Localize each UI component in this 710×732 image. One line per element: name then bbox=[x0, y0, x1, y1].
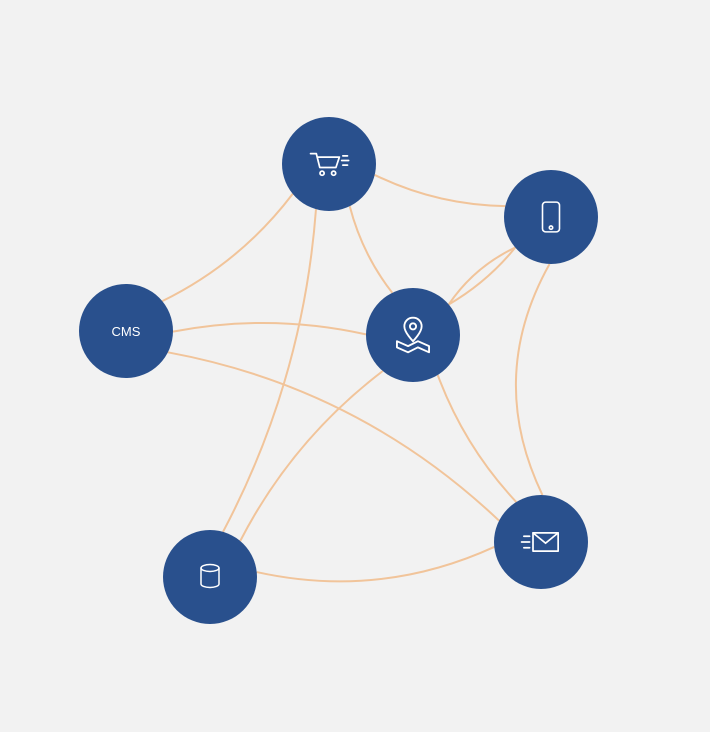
edge-location-mail bbox=[438, 375, 517, 502]
edge-cms-mail bbox=[168, 352, 499, 520]
node-database bbox=[163, 530, 257, 624]
edge-cms-cart bbox=[162, 194, 292, 301]
node-location bbox=[366, 288, 460, 382]
edge-location-database bbox=[240, 371, 383, 541]
mail-icon bbox=[517, 526, 565, 558]
location-icon bbox=[393, 314, 433, 356]
node-cms: CMS bbox=[79, 284, 173, 378]
database-icon bbox=[194, 559, 226, 595]
edge-cart-database bbox=[223, 209, 316, 532]
edge-cart-location bbox=[350, 206, 393, 293]
cart-icon bbox=[307, 149, 351, 179]
edge-phone-location bbox=[449, 248, 516, 305]
phone-icon bbox=[534, 196, 568, 238]
edge-cms-location bbox=[173, 323, 366, 334]
network-diagram: CMS bbox=[0, 0, 710, 732]
node-cms-label: CMS bbox=[112, 324, 141, 339]
node-phone bbox=[504, 170, 598, 264]
edge-database-mail bbox=[257, 547, 495, 581]
edge-phone-mail bbox=[516, 264, 550, 495]
node-mail bbox=[494, 495, 588, 589]
edge-cart-phone bbox=[375, 175, 506, 206]
node-cart bbox=[282, 117, 376, 211]
edge-phone-location bbox=[449, 248, 516, 305]
